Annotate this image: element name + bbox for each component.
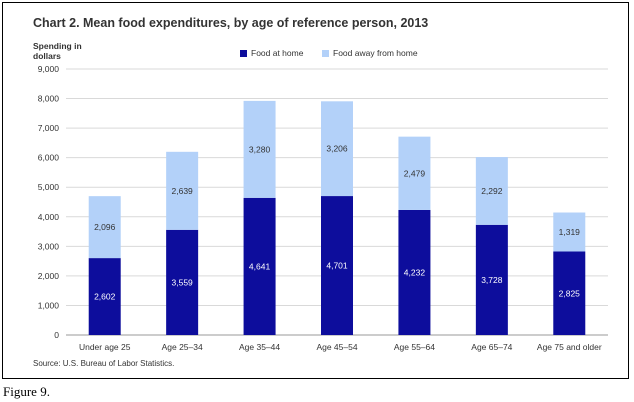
y-tick-label: 3,000 [38,241,60,251]
figure-caption: Figure 9. [3,384,50,399]
bar-food-away [321,101,353,197]
data-label: 2,825 [559,288,581,298]
legend-label-food-at-home: Food at home [251,48,304,58]
data-label: 2,479 [404,168,426,178]
x-tick-label: Age 55–64 [394,342,435,352]
bar-food-at-home [243,197,276,335]
bar-food-at-home [321,196,353,335]
bar-food-away [553,212,586,252]
x-tick-label: Under age 25 [79,342,131,352]
bar-food-at-home [166,229,199,335]
x-tick-label: Age 75 and older [537,342,602,352]
data-label: 2,602 [94,292,116,302]
bar-food-away [166,151,199,230]
data-label: 3,280 [249,144,271,154]
source-note: Source: U.S. Bureau of Labor Statistics. [33,359,175,368]
chart-title: Chart 2. Mean food expenditures, by age … [33,16,429,30]
data-label: 2,639 [172,186,194,196]
legend-label-food-away: Food away from home [333,48,418,58]
bar-food-away [88,196,121,259]
x-tick-label: Age 45–54 [316,342,357,352]
y-tick-label: 9,000 [38,64,60,74]
bar-food-away [475,157,508,225]
bar-food-at-home [475,224,508,335]
y-tick-label: 1,000 [38,300,60,310]
y-axis-label: Spending in dollars [33,41,82,61]
y-tick-label: 6,000 [38,153,60,163]
y-tick-label: 0 [54,330,59,340]
data-label: 4,232 [404,267,426,277]
y-tick-label: 4,000 [38,212,60,222]
y-tick-label: 8,000 [38,94,60,104]
data-label: 2,096 [94,222,116,232]
bar-food-at-home [88,258,121,335]
data-label: 4,701 [326,261,348,271]
bar-food-at-home [398,209,431,335]
y-tick-label: 7,000 [38,123,60,133]
bar-food-at-home [553,251,586,335]
data-label: 3,728 [481,275,503,285]
x-tick-label: Age 25–34 [162,342,203,352]
data-label: 4,641 [249,261,271,271]
data-label: 2,292 [481,186,503,196]
legend-swatch-food-at-home [240,50,247,57]
data-label: 1,319 [559,227,581,237]
bar-food-away [243,100,276,198]
x-tick-label: Age 65–74 [471,342,512,352]
y-tick-label: 2,000 [38,271,60,281]
y-tick-label: 5,000 [38,182,60,192]
legend-swatch-food-away [322,50,329,57]
data-label: 3,559 [172,277,194,287]
bar-food-away [398,136,431,210]
x-tick-label: Age 35–44 [239,342,280,352]
data-label: 3,206 [326,144,348,154]
